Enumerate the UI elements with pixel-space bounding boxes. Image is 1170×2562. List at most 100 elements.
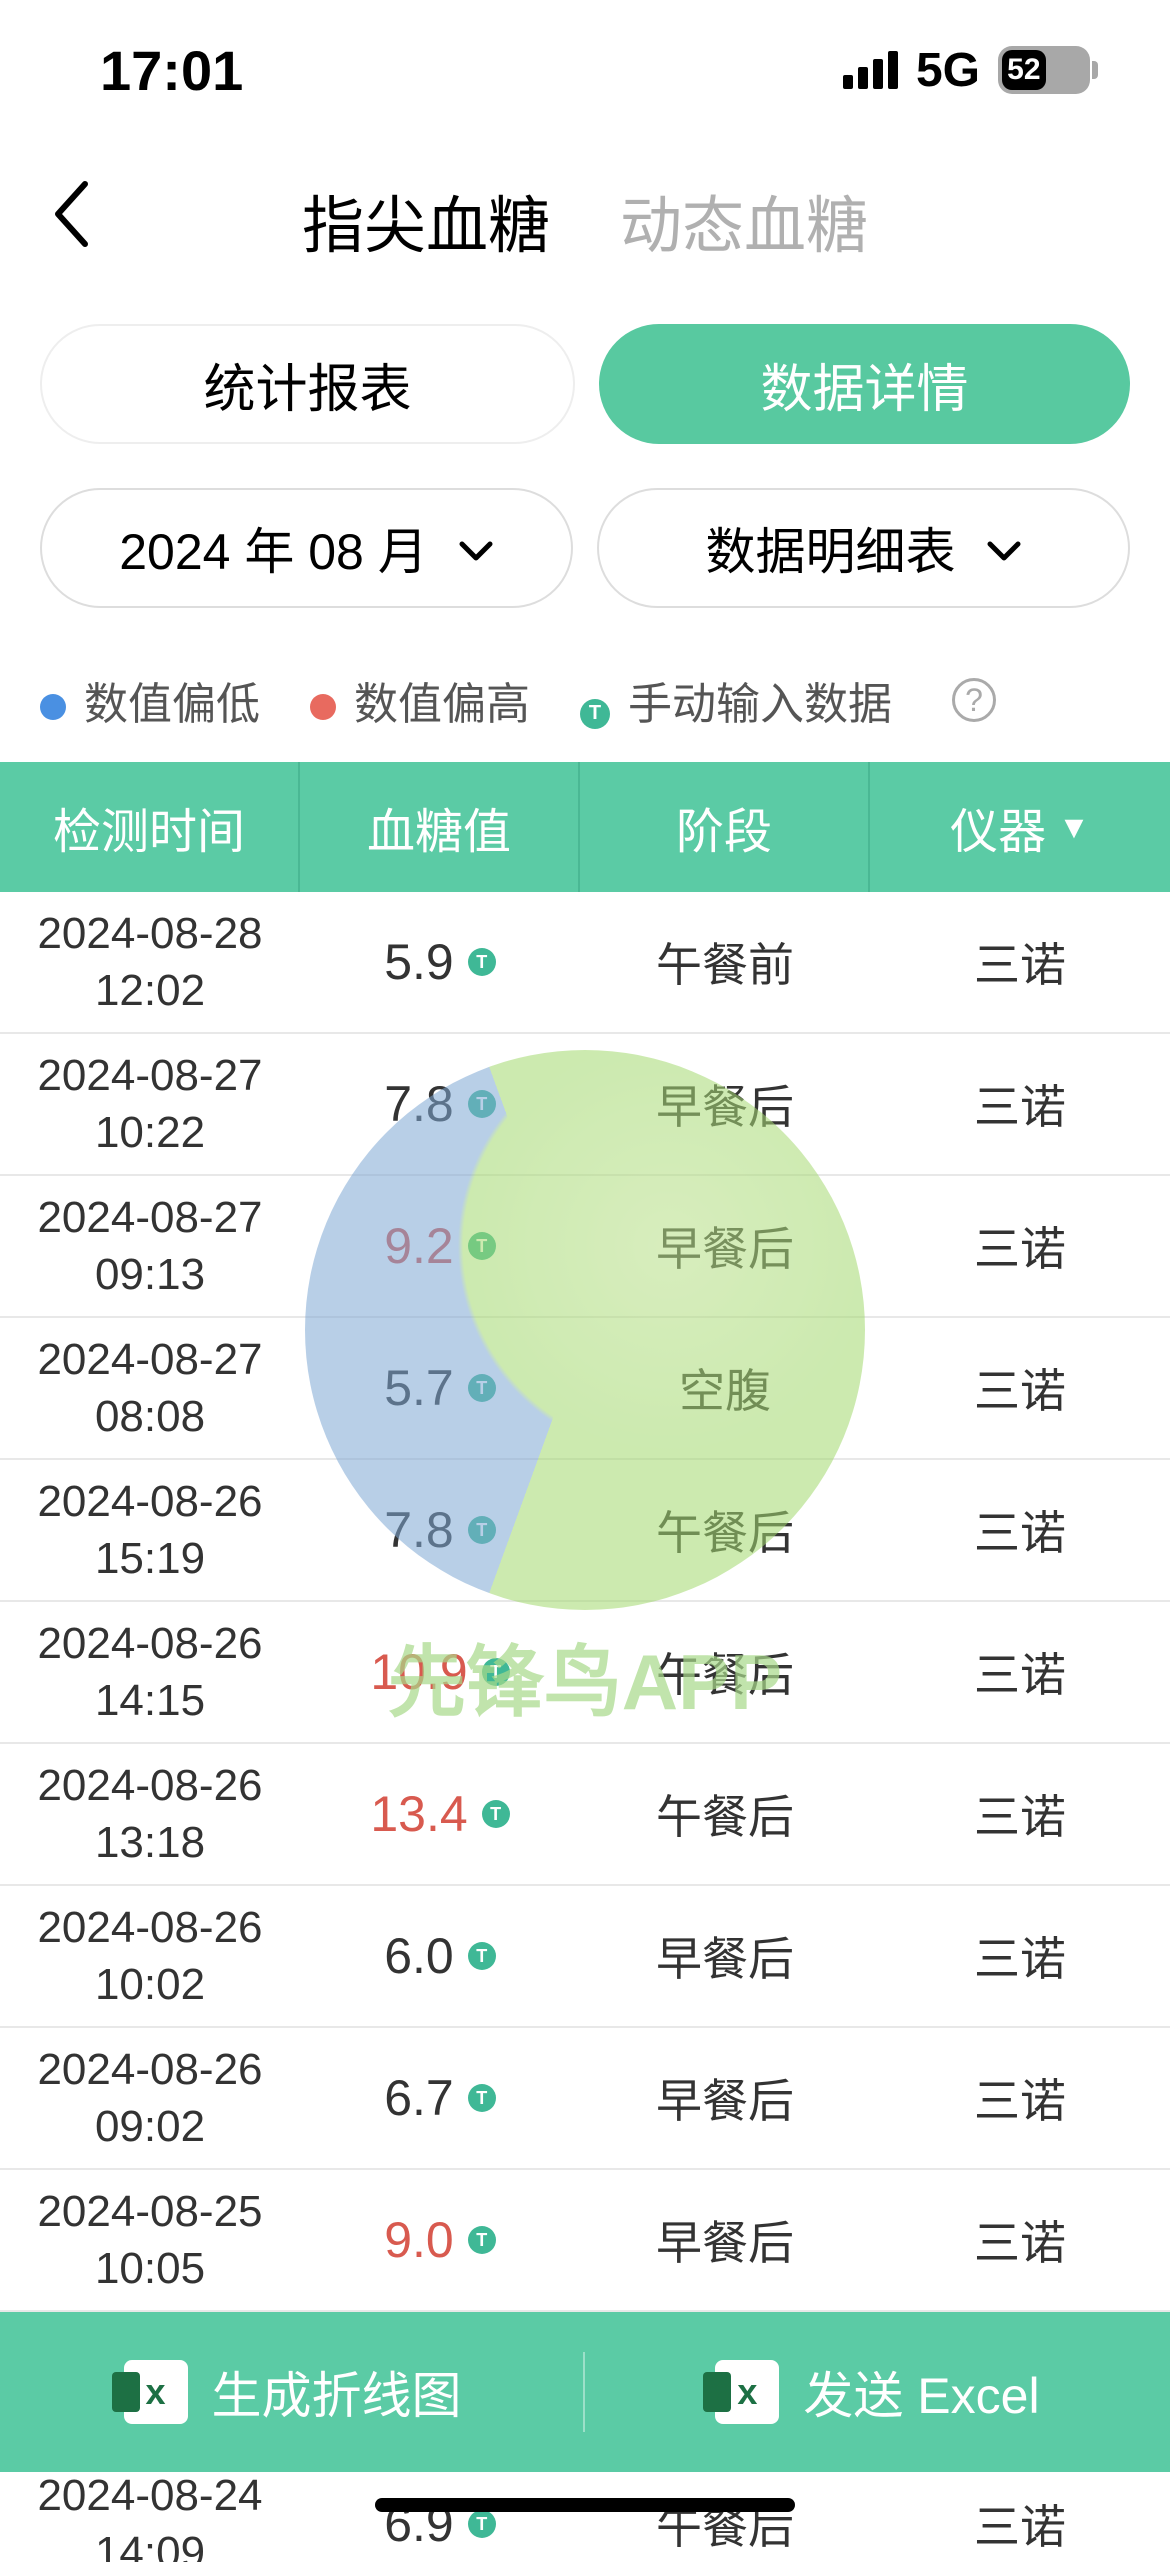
status-right: 5G 52 [843, 43, 1090, 98]
cell-device: 三诺 [870, 892, 1170, 1032]
legend-manual: T手动输入数据 [580, 668, 892, 732]
cell-time: 2024-08-2709:13 [0, 1176, 300, 1316]
col-time: 检测时间 [0, 762, 300, 892]
segment-row: 统计报表 数据详情 [0, 300, 1170, 468]
chart-icon: x [124, 2360, 188, 2424]
cell-stage: 空腹 [580, 1318, 870, 1458]
manual-badge-icon: T [468, 948, 496, 976]
cell-device: 三诺 [870, 1744, 1170, 1884]
high-dot-icon [310, 694, 336, 720]
low-dot-icon [40, 694, 66, 720]
cell-time: 2024-08-2614:15 [0, 1602, 300, 1742]
cell-stage: 午餐后 [580, 1460, 870, 1600]
view-picker[interactable]: 数据明细表 [597, 488, 1130, 608]
view-label: 数据明细表 [706, 512, 956, 584]
cell-time: 2024-08-2613:18 [0, 1744, 300, 1884]
excel-label: 发送 Excel [803, 2356, 1039, 2428]
cell-stage: 午餐后 [580, 1602, 870, 1742]
manual-badge-icon: T [468, 1090, 496, 1118]
manual-badge-icon: T [482, 1800, 510, 1828]
cell-stage: 早餐后 [580, 1176, 870, 1316]
manual-badge-icon: T [468, 1374, 496, 1402]
filter-row: 2024 年 08 月 数据明细表 [0, 468, 1170, 648]
cell-stage: 午餐后 [580, 1744, 870, 1884]
cell-time: 2024-08-2610:02 [0, 1886, 300, 2026]
seg-detail[interactable]: 数据详情 [599, 324, 1130, 444]
status-time: 17:01 [100, 38, 243, 103]
manual-badge-icon: T [482, 1658, 510, 1686]
cell-stage: 早餐后 [580, 1886, 870, 2026]
table-row[interactable]: 2024-08-2614:1510.9T午餐后三诺 [0, 1602, 1170, 1744]
cell-time: 2024-08-2812:02 [0, 892, 300, 1032]
manual-badge-icon: T [468, 2226, 496, 2254]
cell-stage: 早餐后 [580, 2170, 870, 2310]
cell-stage: 早餐后 [580, 2028, 870, 2168]
cell-device: 三诺 [870, 1318, 1170, 1458]
col-stage: 阶段 [580, 762, 870, 892]
help-button[interactable]: ? [952, 678, 996, 722]
manual-badge-icon: T [468, 2084, 496, 2112]
cell-stage: 早餐后 [580, 1034, 870, 1174]
cell-device: 三诺 [870, 1460, 1170, 1600]
table-row[interactable]: 2024-08-2610:026.0T早餐后三诺 [0, 1886, 1170, 2028]
send-excel-button[interactable]: x 发送 Excel [585, 2312, 1170, 2472]
manual-badge-icon: T [580, 699, 610, 729]
cell-value: 6.0T [300, 1886, 580, 2026]
month-label: 2024 年 08 月 [119, 512, 428, 584]
cell-value: 5.9T [300, 892, 580, 1032]
tab-fingertip[interactable]: 指尖血糖 [302, 175, 550, 265]
battery-level: 52 [1002, 50, 1046, 90]
cell-time: 2024-08-2510:05 [0, 2170, 300, 2310]
cell-time: 2024-08-2609:02 [0, 2028, 300, 2168]
chart-label: 生成折线图 [212, 2356, 462, 2428]
manual-badge-icon: T [468, 1516, 496, 1544]
signal-icon [843, 51, 898, 89]
tab-continuous[interactable]: 动态血糖 [620, 175, 868, 265]
table-row[interactable]: 2024-08-2615:197.8T午餐后三诺 [0, 1460, 1170, 1602]
cell-value: 7.8T [300, 1034, 580, 1174]
col-device[interactable]: 仪器▼ [870, 762, 1170, 892]
table-row[interactable]: 2024-08-2812:025.9T午餐前三诺 [0, 892, 1170, 1034]
cell-value: 9.2T [300, 1176, 580, 1316]
col-value: 血糖值 [300, 762, 580, 892]
table-row[interactable]: 2024-08-2710:227.8T早餐后三诺 [0, 1034, 1170, 1176]
nav-bar: 指尖血糖 动态血糖 [0, 140, 1170, 300]
generate-chart-button[interactable]: x 生成折线图 [0, 2312, 585, 2472]
cell-value: 6.7T [300, 2028, 580, 2168]
cell-stage: 午餐前 [580, 892, 870, 1032]
cell-value: 13.4T [300, 1744, 580, 1884]
cell-device: 三诺 [870, 1602, 1170, 1742]
seg-stats[interactable]: 统计报表 [40, 324, 575, 444]
cell-value: 7.8T [300, 1460, 580, 1600]
manual-badge-icon: T [468, 1232, 496, 1260]
bottom-bar: x 生成折线图 x 发送 Excel [0, 2312, 1170, 2472]
top-tabs: 指尖血糖 动态血糖 [40, 175, 1130, 265]
cell-time: 2024-08-2710:22 [0, 1034, 300, 1174]
cell-device: 三诺 [870, 2028, 1170, 2168]
cell-device: 三诺 [870, 1034, 1170, 1174]
home-indicator[interactable] [375, 2498, 795, 2512]
manual-badge-icon: T [468, 2510, 496, 2538]
chevron-down-icon [458, 523, 494, 573]
table-row[interactable]: 2024-08-2708:085.7T空腹三诺 [0, 1318, 1170, 1460]
network-label: 5G [916, 43, 980, 98]
legend: 数值偏低 数值偏高 T手动输入数据 ? [0, 648, 1170, 762]
table-row[interactable]: 2024-08-2613:1813.4T午餐后三诺 [0, 1744, 1170, 1886]
table-row[interactable]: 2024-08-2510:059.0T早餐后三诺 [0, 2170, 1170, 2312]
sort-down-icon: ▼ [1058, 809, 1090, 846]
cell-device: 三诺 [870, 1176, 1170, 1316]
chevron-down-icon [986, 523, 1022, 573]
excel-icon: x [715, 2360, 779, 2424]
table-row[interactable]: 2024-08-2609:026.7T早餐后三诺 [0, 2028, 1170, 2170]
month-picker[interactable]: 2024 年 08 月 [40, 488, 573, 608]
cell-value: 9.0T [300, 2170, 580, 2310]
back-button[interactable] [50, 179, 90, 262]
legend-high: 数值偏高 [310, 668, 530, 732]
cell-time: 2024-08-2708:08 [0, 1318, 300, 1458]
status-bar: 17:01 5G 52 [0, 0, 1170, 140]
cell-device: 三诺 [870, 1886, 1170, 2026]
cell-time: 2024-08-2615:19 [0, 1460, 300, 1600]
cell-value: 5.7T [300, 1318, 580, 1458]
manual-badge-icon: T [468, 1942, 496, 1970]
table-row[interactable]: 2024-08-2709:139.2T早餐后三诺 [0, 1176, 1170, 1318]
